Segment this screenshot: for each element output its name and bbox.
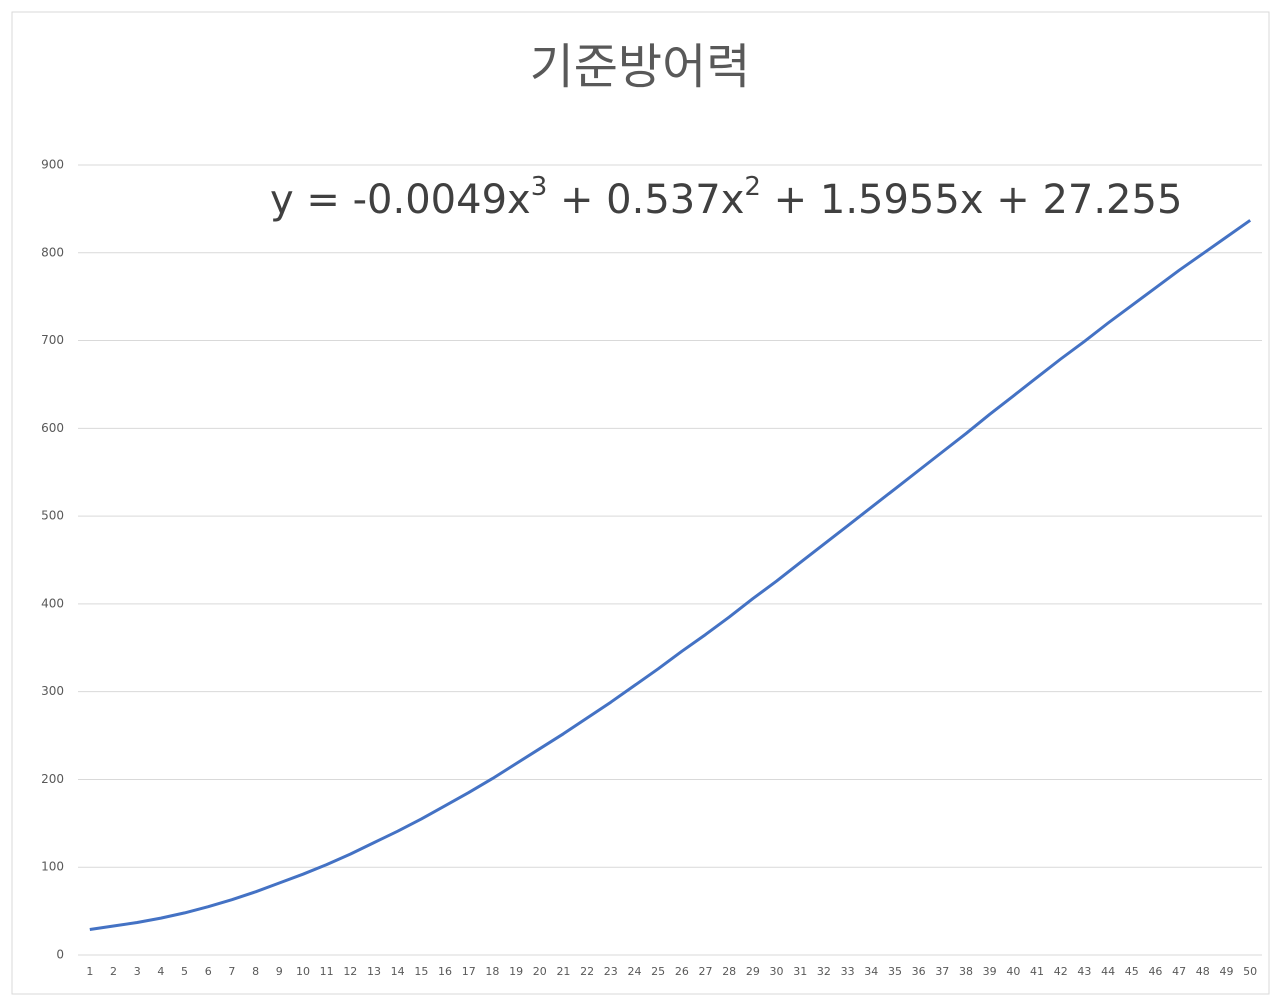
x-tick-label: 4: [157, 965, 164, 978]
x-tick-label: 27: [699, 965, 713, 978]
x-tick-label: 47: [1172, 965, 1186, 978]
x-tick-label: 2: [110, 965, 117, 978]
x-tick-label: 41: [1030, 965, 1044, 978]
x-tick-label: 23: [604, 965, 618, 978]
x-tick-label: 46: [1148, 965, 1162, 978]
x-tick-label: 33: [841, 965, 855, 978]
x-tick-label: 32: [817, 965, 831, 978]
x-tick-label: 31: [793, 965, 807, 978]
x-tick-label: 9: [276, 965, 283, 978]
x-tick-label: 30: [770, 965, 784, 978]
x-tick-label: 43: [1077, 965, 1091, 978]
x-tick-label: 39: [983, 965, 997, 978]
x-tick-label: 14: [391, 965, 405, 978]
x-tick-label: 12: [343, 965, 357, 978]
y-tick-label: 300: [41, 684, 64, 698]
y-tick-label: 600: [41, 421, 64, 435]
x-tick-label: 18: [485, 965, 499, 978]
x-tick-label: 45: [1125, 965, 1139, 978]
x-tick-label: 5: [181, 965, 188, 978]
x-tick-label: 28: [722, 965, 736, 978]
equation-exponent: 2: [744, 172, 761, 202]
data-line: [89, 219, 1252, 931]
y-tick-label: 0: [56, 948, 64, 962]
x-tick-label: 17: [462, 965, 476, 978]
x-tick-label: 16: [438, 965, 452, 978]
x-tick-label: 24: [627, 965, 641, 978]
x-tick-label: 37: [935, 965, 949, 978]
x-tick-label: 36: [912, 965, 926, 978]
y-tick-label: 100: [41, 860, 64, 874]
x-tick-label: 6: [205, 965, 212, 978]
x-tick-label: 11: [320, 965, 334, 978]
y-tick-label: 500: [41, 509, 64, 523]
x-tick-label: 35: [888, 965, 902, 978]
y-tick-label: 800: [41, 245, 64, 259]
x-tick-label: 21: [556, 965, 570, 978]
x-tick-label: 1: [86, 965, 93, 978]
x-tick-label: 3: [134, 965, 141, 978]
x-tick-label: 13: [367, 965, 381, 978]
x-tick-label: 20: [533, 965, 547, 978]
x-tick-label: 49: [1219, 965, 1233, 978]
x-tick-label: 44: [1101, 965, 1115, 978]
x-tick-label: 25: [651, 965, 665, 978]
equation: y = -0.0049x3 + 0.537x2 + 1.5955x + 27.2…: [270, 172, 1182, 224]
equation-part: y = -0.0049x: [270, 177, 531, 223]
x-tick-label: 50: [1243, 965, 1257, 978]
equation-exponent: 3: [531, 172, 548, 202]
y-tick-label: 200: [41, 772, 64, 786]
equation-part: + 1.5955x + 27.255: [761, 177, 1182, 223]
x-tick-label: 29: [746, 965, 760, 978]
x-tick-label: 40: [1006, 965, 1020, 978]
y-tick-label: 400: [41, 596, 64, 610]
x-tick-label: 26: [675, 965, 689, 978]
chart-title: 기준방어력: [530, 39, 751, 95]
x-tick-label: 22: [580, 965, 594, 978]
equation-part: + 0.537x: [547, 177, 744, 223]
x-tick-label: 42: [1054, 965, 1068, 978]
chart-border: [11, 11, 1270, 995]
x-tick-label: 34: [864, 965, 878, 978]
x-tick-label: 15: [414, 965, 428, 978]
x-tick-label: 38: [959, 965, 973, 978]
x-tick-label: 10: [296, 965, 310, 978]
y-tick-label: 700: [41, 333, 64, 347]
y-tick-label: 900: [41, 158, 64, 172]
x-tick-label: 19: [509, 965, 523, 978]
x-tick-label: 8: [252, 965, 259, 978]
x-tick-label: 48: [1196, 965, 1210, 978]
x-tick-label: 7: [228, 965, 235, 978]
